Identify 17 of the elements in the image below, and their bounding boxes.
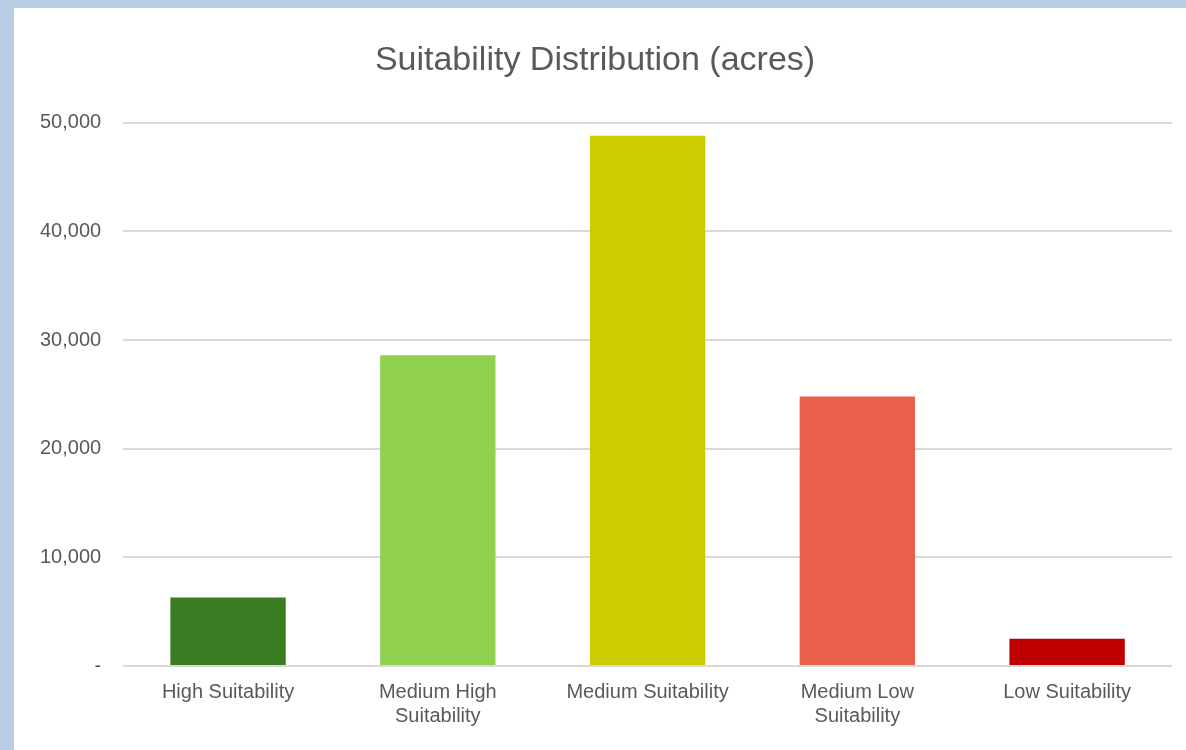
bar <box>1009 638 1125 665</box>
bar <box>589 135 706 665</box>
bar <box>170 597 286 665</box>
bar <box>799 396 916 665</box>
chart-title: Suitability Distribution (acres) <box>374 38 816 77</box>
x-tick-label: High Suitability <box>161 679 295 702</box>
y-tick-label: 50,000 <box>40 110 102 133</box>
y-tick-label: 20,000 <box>40 436 102 459</box>
y-tick-label: 30,000 <box>40 327 102 350</box>
bar <box>380 355 496 665</box>
y-tick-label: 10,000 <box>40 544 102 567</box>
x-tick-label: Low Suitability <box>1003 679 1132 702</box>
x-tick-label: Medium High Suitability <box>378 679 497 726</box>
y-tick-label: - <box>94 653 102 676</box>
x-tick-label: Medium Low Suitability <box>800 679 915 726</box>
y-tick-label: 40,000 <box>40 218 102 241</box>
x-tick-label: Medium Suitability <box>566 679 729 702</box>
